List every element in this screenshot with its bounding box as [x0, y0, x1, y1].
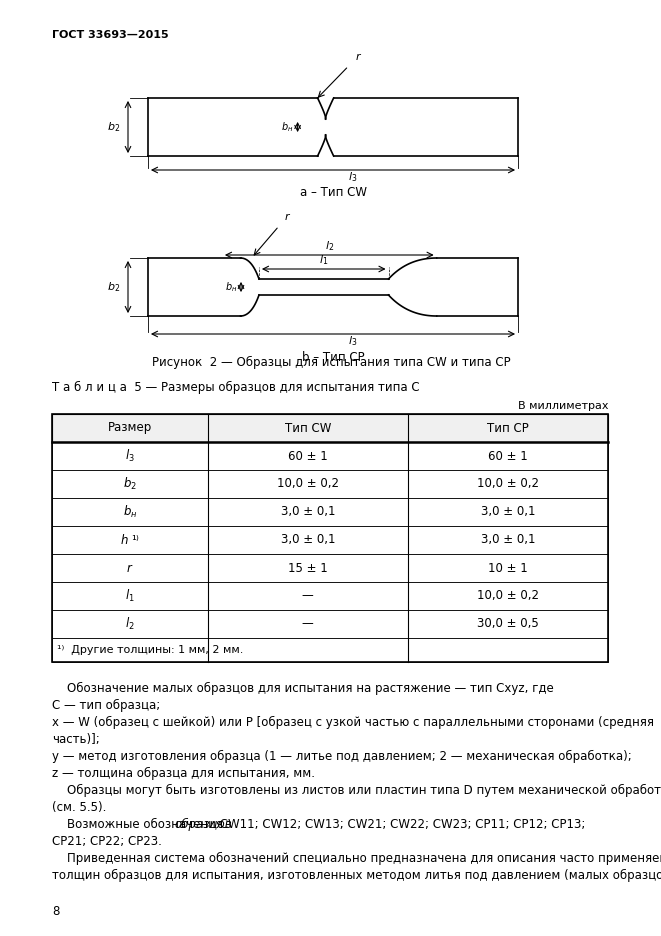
Text: —: —: [302, 590, 313, 603]
Text: $l_3$: $l_3$: [125, 448, 135, 464]
Bar: [52, 610, 608, 638]
Text: Возможные обозначения: Возможные обозначения: [52, 818, 227, 831]
Text: $l_3$: $l_3$: [348, 170, 358, 183]
Text: Образцы могут быть изготовлены из листов или пластин типа D путем механической о: Образцы могут быть изготовлены из листов…: [52, 784, 661, 797]
Bar: [52, 414, 608, 662]
Text: 15 ± 1: 15 ± 1: [288, 562, 328, 575]
Text: (см. 5.5).: (см. 5.5).: [52, 801, 106, 814]
Text: x — W (образец с шейкой) или Р [образец с узкой частью с параллельными сторонами: x — W (образец с шейкой) или Р [образец …: [52, 716, 654, 729]
Bar: [52, 414, 608, 442]
Text: 3,0 ± 0,1: 3,0 ± 0,1: [481, 534, 535, 547]
Text: 8: 8: [52, 905, 59, 918]
Bar: [52, 470, 608, 498]
Text: $l_1$: $l_1$: [319, 254, 329, 267]
Bar: [52, 498, 608, 526]
Text: Тип CP: Тип CP: [487, 421, 529, 434]
Text: 60 ± 1: 60 ± 1: [488, 449, 527, 462]
Text: $b_н$: $b_н$: [122, 504, 137, 520]
Bar: [52, 582, 608, 610]
Text: В миллиметрах: В миллиметрах: [518, 401, 608, 411]
Text: : CW11; CW12; CW13; CW21; CW22; CW23; CP11; CP12; CP13;: : CW11; CW12; CW13; CW21; CW22; CW23; CP…: [212, 818, 585, 831]
Text: $r$: $r$: [126, 562, 134, 575]
Bar: [52, 442, 608, 470]
Text: $h$ ¹⁾: $h$ ¹⁾: [120, 533, 140, 547]
Text: $l_3$: $l_3$: [348, 334, 358, 348]
Text: —: —: [302, 618, 313, 631]
Text: 30,0 ± 0,5: 30,0 ± 0,5: [477, 618, 539, 631]
Text: $l_2$: $l_2$: [125, 616, 135, 632]
Bar: [52, 554, 608, 582]
Text: Рисунок  2 — Образцы для испытания типа CW и типа CP: Рисунок 2 — Образцы для испытания типа C…: [151, 356, 510, 369]
Text: часть)];: часть)];: [52, 733, 100, 746]
Text: Обозначение малых образцов для испытания на растяжение — тип Сxyz, где: Обозначение малых образцов для испытания…: [52, 682, 554, 695]
Text: $b_н$: $b_н$: [281, 120, 293, 134]
Text: $r$: $r$: [284, 211, 291, 222]
Text: ¹⁾  Другие толщины: 1 мм, 2 мм.: ¹⁾ Другие толщины: 1 мм, 2 мм.: [57, 645, 243, 655]
Text: $r$: $r$: [354, 51, 362, 62]
Text: $l_1$: $l_1$: [125, 588, 135, 604]
Text: ГОСТ 33693—2015: ГОСТ 33693—2015: [52, 30, 169, 40]
Text: CP21; CP22; CP23.: CP21; CP22; CP23.: [52, 835, 162, 848]
Text: 10,0 ± 0,2: 10,0 ± 0,2: [477, 590, 539, 603]
Text: Т а б л и ц а  5 — Размеры образцов для испытания типа С: Т а б л и ц а 5 — Размеры образцов для и…: [52, 381, 420, 394]
Text: 60 ± 1: 60 ± 1: [288, 449, 328, 462]
Text: С — тип образца;: С — тип образца;: [52, 699, 160, 712]
Text: толщин образцов для испытания, изготовленных методом литья под давлением (малых : толщин образцов для испытания, изготовле…: [52, 869, 661, 882]
Text: 3,0 ± 0,1: 3,0 ± 0,1: [280, 505, 335, 519]
Text: 10,0 ± 0,2: 10,0 ± 0,2: [477, 477, 539, 490]
Text: $b_2$: $b_2$: [107, 280, 120, 294]
Text: $b_2$: $b_2$: [107, 120, 120, 134]
Text: 3,0 ± 0,1: 3,0 ± 0,1: [280, 534, 335, 547]
Text: Тип CW: Тип CW: [285, 421, 331, 434]
Text: $l_2$: $l_2$: [325, 240, 334, 253]
Text: $b_2$: $b_2$: [123, 475, 137, 492]
Text: 3,0 ± 0,1: 3,0 ± 0,1: [481, 505, 535, 519]
Text: a – Тип CW: a – Тип CW: [299, 186, 366, 199]
Text: Размер: Размер: [108, 421, 152, 434]
Text: образцов: образцов: [175, 818, 232, 831]
Text: Приведенная система обозначений специально предназначена для описания часто прим: Приведенная система обозначений специаль…: [52, 852, 661, 865]
Text: y — метод изготовления образца (1 — литье под давлением; 2 — механическая обрабо: y — метод изготовления образца (1 — лить…: [52, 750, 632, 763]
Text: 10 ± 1: 10 ± 1: [488, 562, 527, 575]
Text: 10,0 ± 0,2: 10,0 ± 0,2: [277, 477, 338, 490]
Text: b – Тип CP: b – Тип CP: [301, 351, 364, 364]
Bar: [52, 638, 608, 662]
Bar: [52, 526, 608, 554]
Text: z — толщина образца для испытания, мм.: z — толщина образца для испытания, мм.: [52, 767, 315, 780]
Text: $b_н$: $b_н$: [225, 280, 237, 294]
